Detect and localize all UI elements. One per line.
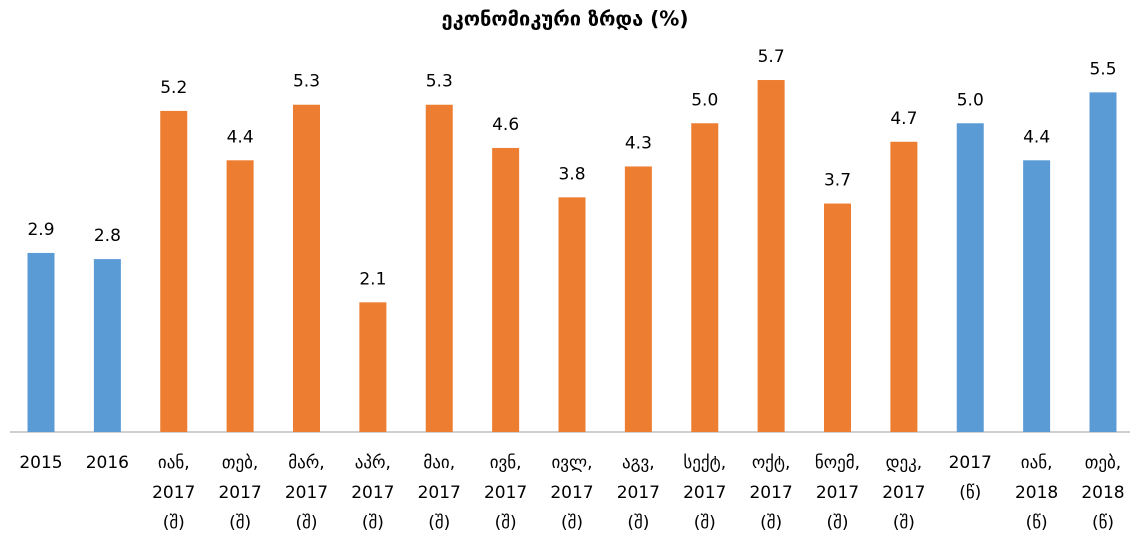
x-tick-label: 2017: [816, 483, 859, 503]
value-label: 4.4: [227, 127, 254, 147]
bar: [558, 197, 586, 432]
value-label: 3.8: [558, 164, 585, 184]
x-tick-label: ივნ,: [490, 453, 522, 473]
x-tick-label: 2018: [1015, 483, 1058, 503]
x-tick-label: ნოემ,: [815, 453, 860, 473]
bar: [624, 166, 652, 432]
x-tick-label: 2017: [484, 483, 527, 503]
x-tick-label: ივლ,: [551, 453, 592, 473]
x-tick-label: (წ): [1026, 513, 1048, 533]
x-tick-label: 2017: [152, 483, 195, 503]
bar: [824, 203, 851, 432]
value-label: 5.5: [1089, 59, 1116, 79]
x-tick-label: (წ): [959, 483, 981, 503]
bar: [691, 123, 719, 432]
bar: [492, 147, 520, 432]
value-label: 5.3: [426, 72, 453, 92]
bar: [160, 110, 188, 433]
x-tick-label: თებ,: [1085, 453, 1121, 473]
value-label: 4.7: [890, 109, 917, 129]
x-tick-label: 2017: [351, 483, 394, 503]
x-tick-label: აპრ,: [355, 453, 391, 473]
x-tick-label: (შ): [362, 513, 384, 533]
value-label: 2.8: [94, 226, 121, 246]
bar: [757, 80, 785, 433]
x-tick-label: სექტ,: [683, 453, 726, 473]
x-tick-label: 2017: [749, 483, 792, 503]
bar: [1023, 160, 1051, 433]
x-tick-label: 2017: [418, 483, 461, 503]
value-label: 2.1: [359, 269, 386, 289]
x-tick-label: ოქტ,: [752, 453, 791, 473]
bar: [890, 141, 918, 432]
x-tick-label: 2017: [218, 483, 261, 503]
x-tick-label: 2017: [949, 453, 992, 473]
value-label: 5.0: [957, 90, 984, 110]
x-tick-label: დეკ,: [886, 453, 923, 473]
x-tick-label: 2015: [19, 453, 62, 473]
x-tick-label: 2017: [617, 483, 660, 503]
value-label: 5.2: [160, 78, 187, 98]
value-label: 4.3: [625, 133, 652, 153]
value-label: 5.7: [758, 47, 785, 67]
x-tick-label: 2016: [86, 453, 129, 473]
x-tick-label: მარ,: [288, 453, 324, 473]
x-tick-label: (შ): [428, 513, 450, 533]
value-label: 5.3: [293, 72, 320, 92]
value-label: 3.7: [824, 171, 851, 191]
x-tick-label: (შ): [627, 513, 649, 533]
x-tick-label: (შ): [163, 513, 185, 533]
x-tick-label: (შ): [229, 513, 251, 533]
x-tick-label: იან,: [1021, 453, 1053, 473]
bar: [27, 252, 55, 432]
value-label: 2.9: [27, 220, 54, 240]
x-tick-label: (წ): [1092, 513, 1114, 533]
bar: [93, 259, 121, 432]
bar: [293, 104, 320, 432]
bar: [425, 104, 453, 432]
x-tick-label: 2017: [550, 483, 593, 503]
x-tick-label: 2017: [285, 483, 328, 503]
bar: [1089, 92, 1117, 432]
value-label: 4.6: [492, 115, 519, 135]
value-label: 5.0: [691, 90, 718, 110]
chart-title: ეკონომიკური ზრდა (%): [442, 7, 689, 31]
x-tick-label: აგვ,: [622, 453, 655, 473]
x-tick-label: 2017: [683, 483, 726, 503]
x-tick-label: მაი,: [423, 453, 455, 473]
value-label: 4.4: [1023, 127, 1050, 147]
x-tick-label: (შ): [893, 513, 915, 533]
bar: [226, 160, 254, 433]
x-tick-label: (შ): [694, 513, 716, 533]
x-tick-label: 2018: [1081, 483, 1124, 503]
x-tick-label: იან,: [158, 453, 190, 473]
x-tick-label: (შ): [561, 513, 583, 533]
bar: [359, 302, 387, 432]
bar: [956, 123, 984, 432]
x-tick-label: თებ,: [222, 453, 258, 473]
x-tick-label: 2017: [882, 483, 925, 503]
x-tick-label: (შ): [295, 513, 317, 533]
x-tick-label: (შ): [495, 513, 517, 533]
x-tick-label: (შ): [760, 513, 782, 533]
x-tick-label: (შ): [826, 513, 848, 533]
